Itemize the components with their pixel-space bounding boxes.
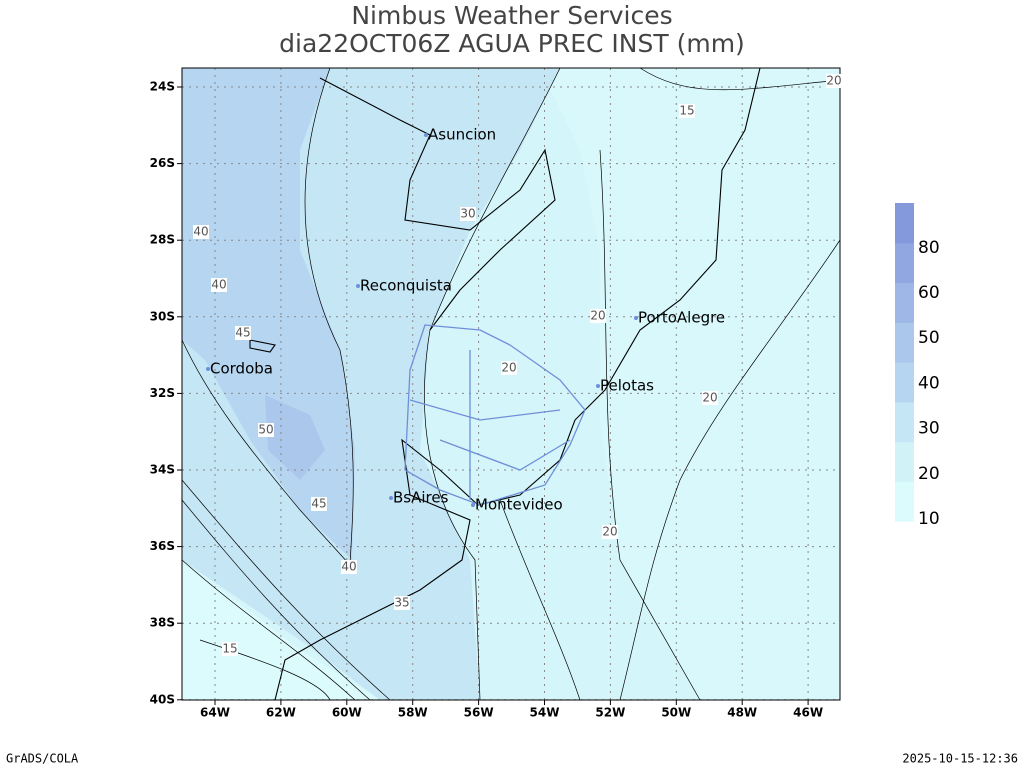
contour-label: 40 [341, 560, 356, 574]
uruguay-borders [404, 324, 586, 506]
lat-label: 36S [150, 539, 175, 553]
lat-label: 26S [150, 156, 175, 170]
colorbar-swatch [895, 282, 914, 323]
city-label: Asuncion [428, 126, 496, 144]
subtitle: dia22OCT06Z AGUA PREC INST (mm) [279, 29, 745, 58]
contour-label: 40 [211, 278, 226, 292]
contour-label-bg [702, 391, 718, 405]
city-label: Pelotas [600, 377, 654, 395]
colorbar: 10 20 30 40 50 60 80 [895, 203, 940, 529]
lat-label: 40S [150, 692, 175, 706]
colorbar-swatch [895, 203, 914, 244]
lon-label: 50W [661, 706, 691, 720]
contour-label: 20 [590, 309, 605, 323]
map [181, 67, 841, 701]
title: Nimbus Weather Services [351, 1, 672, 30]
contour-label: 20 [602, 525, 617, 539]
contour-label-bg [311, 497, 327, 511]
contour-label-bg [501, 361, 517, 375]
contour-label-bg [222, 642, 238, 656]
contour-label-bg [341, 560, 357, 574]
colorbar-label: 10 [918, 509, 940, 529]
contour-label: 40 [193, 225, 208, 239]
contour-label: 45 [311, 497, 326, 511]
colorbar-label: 20 [918, 464, 940, 484]
city-marker [424, 133, 428, 137]
colorbar-label: 30 [918, 419, 940, 439]
city-label: BsAires [393, 489, 449, 507]
city-marker [389, 496, 393, 500]
contour-label: 35 [394, 596, 409, 610]
lon-label: 52W [595, 706, 625, 720]
colorbar-label: 40 [918, 373, 940, 393]
lat-label: 24S [150, 80, 175, 94]
contour-label: 30 [460, 207, 475, 221]
lon-label: 54W [530, 706, 560, 720]
contour-label-bg [602, 525, 618, 539]
shade-50 [265, 395, 325, 480]
shade-east [540, 68, 840, 700]
city-label: Montevideo [475, 496, 563, 514]
coastline [249, 67, 761, 701]
contour-label: 20 [702, 391, 717, 405]
contour-label: 20 [826, 74, 841, 88]
city-label: Reconquista [360, 277, 452, 295]
footer-left: GrADS/COLA [6, 752, 79, 766]
contour-label-bg [826, 74, 842, 88]
grid [182, 68, 840, 701]
footer-right: 2025-10-15-12:36 [902, 752, 1018, 766]
contour-label: 50 [258, 423, 273, 437]
colorbar-label: 60 [918, 283, 940, 303]
city-marker [596, 384, 600, 388]
contour-label-bg [394, 596, 410, 610]
city-marker [206, 367, 210, 371]
contour-label-bg [235, 326, 251, 340]
shade-south-west [182, 560, 380, 700]
city-marker [634, 316, 638, 320]
lat-label: 28S [150, 233, 175, 247]
colorbar-swatch [895, 441, 914, 482]
lat-label: 34S [150, 463, 175, 477]
contour-label-bg [590, 309, 606, 323]
contour-label-bg [211, 278, 227, 292]
contour-label: 15 [679, 104, 694, 118]
contour-label-bg [193, 225, 209, 239]
city-label: PortoAlegre [638, 309, 725, 327]
colorbar-swatch [895, 242, 914, 284]
contour-label-bg [460, 207, 476, 221]
colorbar-swatch [895, 401, 914, 443]
lon-label: 48W [727, 706, 757, 720]
lat-label: 30S [150, 309, 175, 323]
contour-label-bg [679, 104, 695, 118]
lon-label: 46W [793, 706, 823, 720]
colorbar-swatch [895, 322, 914, 363]
colorbar-swatch [895, 481, 914, 522]
city-marker [356, 284, 360, 288]
lon-label: 60W [332, 706, 362, 720]
city-label: Cordoba [210, 360, 273, 378]
lon-label: 62W [266, 706, 296, 720]
colorbar-swatch [895, 362, 914, 403]
contour-label: 45 [235, 326, 250, 340]
lat-label: 38S [150, 616, 175, 630]
lon-label: 56W [464, 706, 494, 720]
colorbar-label: 50 [918, 328, 940, 348]
contour-label: 20 [501, 361, 516, 375]
map-frame [181, 67, 841, 701]
lat-label: 32S [150, 386, 175, 400]
lon-label: 58W [398, 706, 428, 720]
contour-label-bg [258, 423, 274, 437]
contour-label: 15 [222, 642, 237, 656]
city-marker [471, 503, 475, 507]
labels: 24S 26S 28S 30S 32S 34S 36S 38S 40S 64W 62W 60W 58W 5… [150, 74, 842, 720]
lon-label: 64W [200, 706, 230, 720]
colorbar-label: 80 [918, 238, 940, 258]
